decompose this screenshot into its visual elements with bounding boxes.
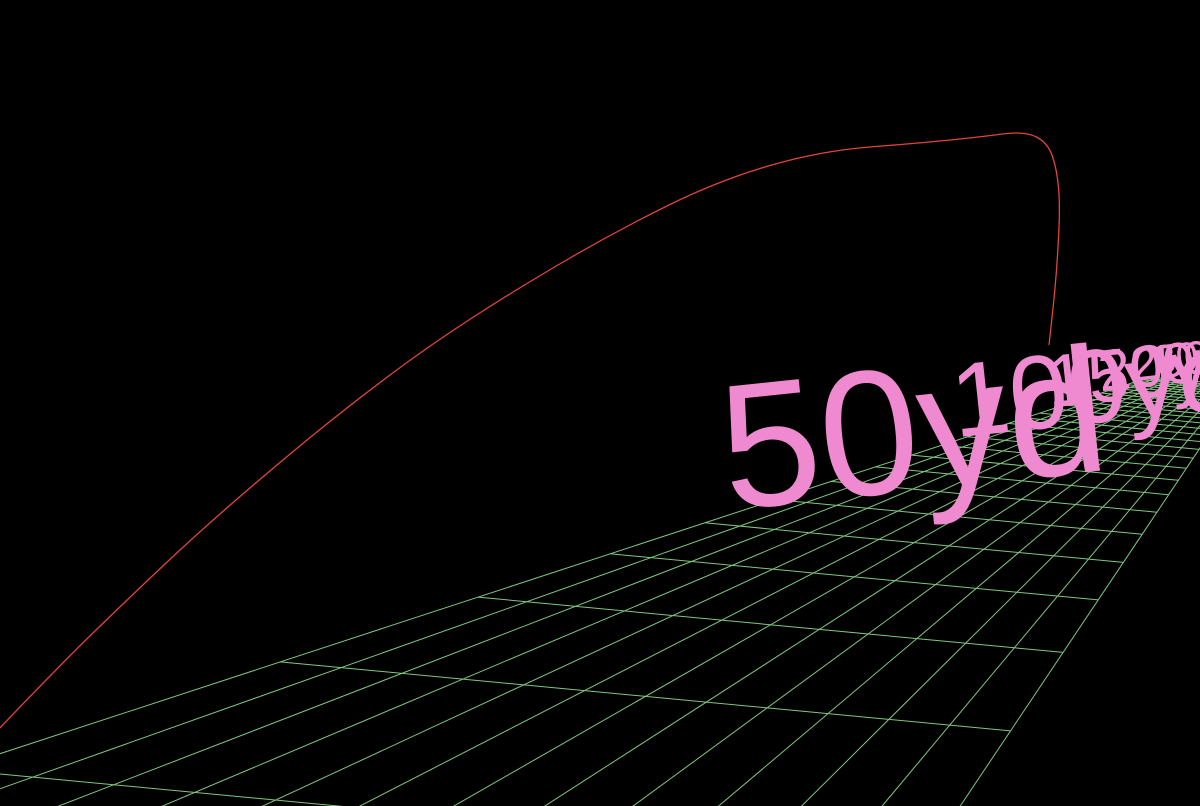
- range-grid: [0, 375, 1200, 806]
- grid-long-line: [0, 376, 1160, 790]
- ball-trajectory: [0, 132, 1061, 729]
- grid-long-line: [881, 424, 1200, 806]
- distance-markers: 50yd 100yd 150yd 200yd 250yd 300yd: [711, 309, 1200, 547]
- grid-long-line: [543, 383, 1200, 806]
- marker-50yd: 50yd: [711, 309, 1116, 547]
- grid-long-line: [632, 390, 1200, 806]
- grid-long-line: [452, 380, 1198, 806]
- grid-long-line: [261, 378, 1183, 806]
- grid-long-line: [717, 398, 1200, 806]
- grid-long-line: [358, 379, 1190, 806]
- grid-long-line: [161, 378, 1175, 806]
- grid-long-line: [0, 375, 1152, 755]
- grid-long-line: [800, 409, 1200, 806]
- grid-long-line: [959, 447, 1200, 806]
- grid-long-line: [57, 377, 1167, 806]
